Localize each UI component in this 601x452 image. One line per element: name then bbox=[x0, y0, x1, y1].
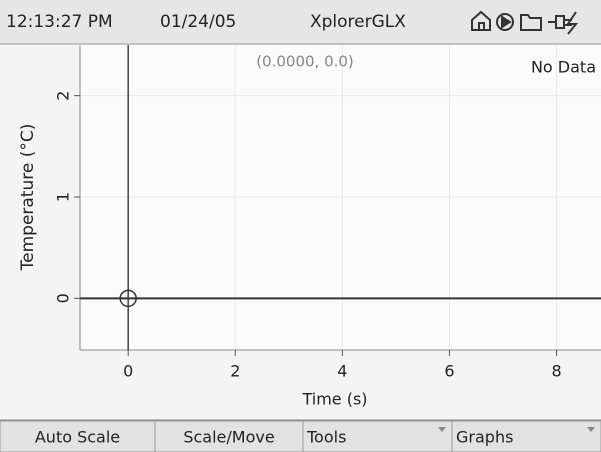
status-bar bbox=[0, 0, 601, 44]
status-date: 01/24/05 bbox=[160, 12, 236, 32]
softkey[interactable] bbox=[154, 420, 304, 452]
home-icon bbox=[471, 10, 491, 31]
status-time: 12:13:27 PM bbox=[6, 12, 113, 32]
softkey[interactable] bbox=[451, 420, 601, 452]
softkey-label[interactable]: Graphs bbox=[456, 428, 513, 447]
x-tick-label: 6 bbox=[444, 362, 454, 381]
dropdown-arrow[interactable] bbox=[438, 427, 446, 432]
play-triangle bbox=[501, 15, 512, 29]
softkey-label[interactable]: Tools bbox=[306, 428, 346, 447]
softkey-label[interactable]: Scale/Move bbox=[183, 428, 274, 447]
power-icon bbox=[548, 11, 579, 35]
folder-icon bbox=[520, 14, 542, 31]
y-axis-label: Temperature (°C) bbox=[18, 124, 38, 272]
softkey[interactable] bbox=[302, 420, 453, 452]
x-tick-label: 4 bbox=[337, 362, 347, 381]
x-tick-label: 2 bbox=[230, 362, 240, 381]
y-tick-label: 1 bbox=[54, 192, 73, 202]
dropdown-arrow[interactable] bbox=[587, 427, 595, 432]
status-icons bbox=[471, 10, 579, 35]
x-axis-label: Time (s) bbox=[301, 390, 367, 409]
plot-area bbox=[80, 45, 601, 350]
softkeys: Auto Scale Scale/Move Tools Graphs bbox=[0, 420, 601, 452]
status-title: XplorerGLX bbox=[310, 12, 406, 32]
no-data-message: No Data bbox=[531, 58, 596, 77]
x-tick-label: 0 bbox=[123, 362, 133, 381]
play-icon bbox=[496, 13, 514, 31]
softkey[interactable] bbox=[0, 420, 156, 452]
x-tick-label: 8 bbox=[551, 362, 561, 381]
softkey-label[interactable]: Auto Scale bbox=[35, 428, 120, 447]
y-tick-label: 0 bbox=[54, 293, 73, 303]
cursor-readout: (0.0000, 0.0) bbox=[256, 53, 354, 71]
y-tick-label: 2 bbox=[54, 91, 73, 101]
